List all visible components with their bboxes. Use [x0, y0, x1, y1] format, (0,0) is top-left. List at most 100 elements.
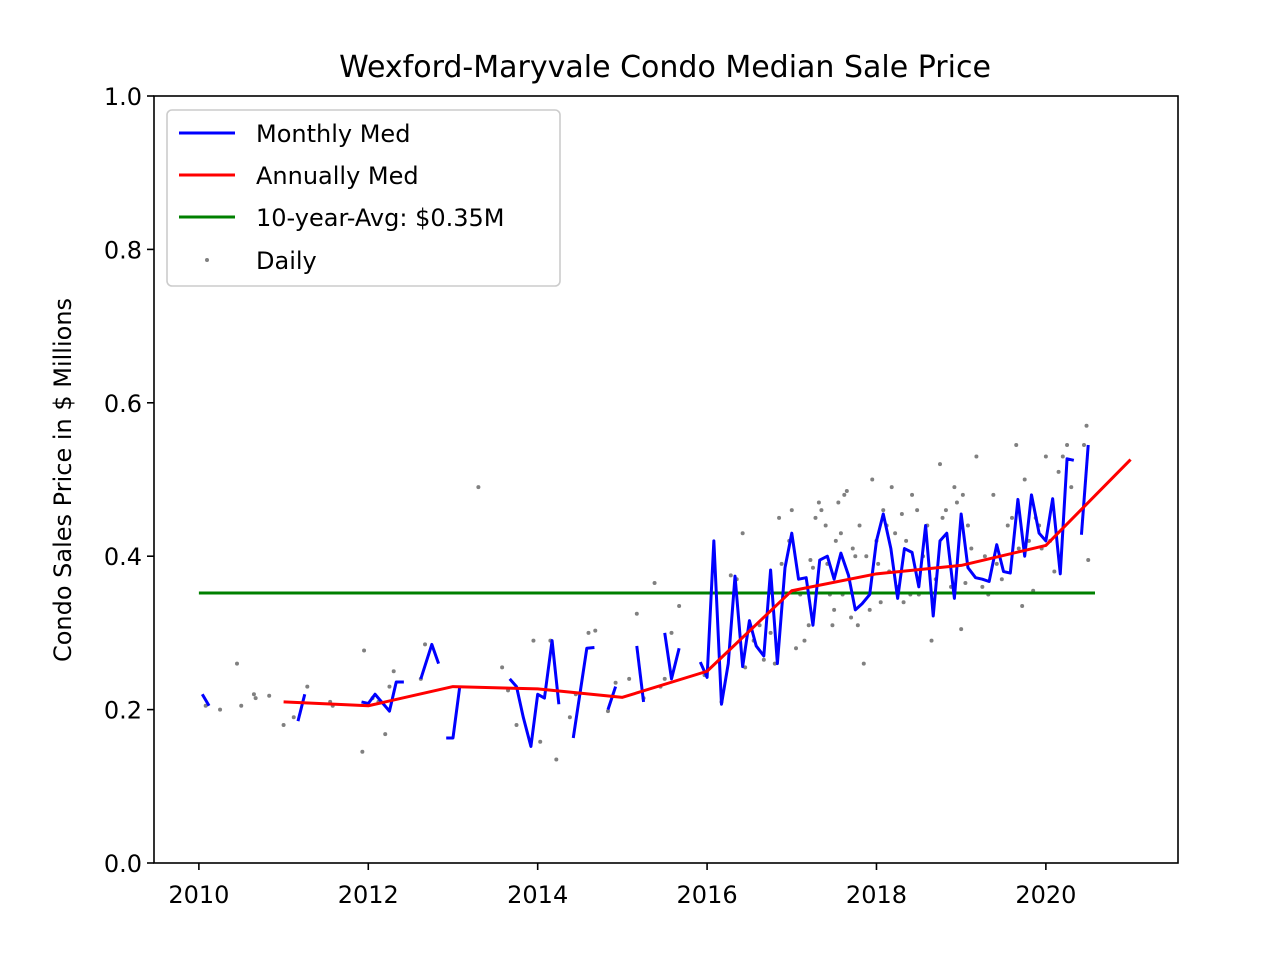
daily-point: [362, 648, 367, 653]
daily-point: [652, 581, 657, 586]
daily-point: [940, 515, 945, 520]
monthly-line-segment: [663, 632, 681, 681]
daily-point: [305, 684, 310, 689]
daily-point: [810, 565, 815, 570]
daily-point: [867, 607, 872, 612]
daily-point: [980, 584, 985, 589]
x-tick-label: 2020: [1015, 881, 1076, 909]
daily-point: [677, 604, 682, 609]
daily-point: [251, 692, 256, 697]
daily-point: [819, 508, 824, 513]
daily-point: [291, 715, 296, 720]
y-tick-label: 0.6: [104, 390, 142, 418]
daily-point: [794, 646, 799, 651]
legend: Monthly Med Annually Med 10-year-Avg: $0.3…: [166, 109, 561, 287]
y-axis-label: Condo Sales Price in $ Millions: [49, 298, 77, 662]
daily-point: [816, 500, 821, 505]
daily-point: [634, 611, 639, 616]
daily-point: [538, 739, 543, 744]
x-tick-label: 2014: [507, 881, 568, 909]
daily-scatter-series: [203, 423, 1091, 762]
daily-point: [1052, 569, 1057, 574]
daily-point: [1056, 469, 1061, 474]
daily-point: [267, 693, 272, 698]
y-tick-label: 1.0: [104, 83, 142, 111]
daily-point: [802, 638, 807, 643]
daily-point: [253, 696, 258, 701]
daily-point: [999, 577, 1004, 582]
x-axis-ticks: 2010 2012 2014 2016 2018 2020: [168, 863, 1076, 909]
daily-point: [960, 492, 965, 497]
daily-point: [969, 546, 974, 551]
daily-point: [567, 715, 572, 720]
daily-point: [853, 554, 858, 559]
daily-point: [870, 477, 875, 482]
daily-point: [423, 642, 428, 647]
daily-point: [1081, 442, 1086, 447]
daily-point: [861, 661, 866, 666]
daily-point: [878, 600, 883, 605]
monthly-line-segment: [419, 642, 441, 680]
daily-point: [360, 749, 365, 754]
daily-point: [203, 703, 208, 708]
daily-point: [838, 531, 843, 536]
daily-point: [904, 538, 909, 543]
daily-point: [1043, 454, 1048, 459]
daily-point: [1022, 477, 1027, 482]
daily-point: [842, 492, 847, 497]
daily-point: [963, 581, 968, 586]
x-tick-label: 2018: [846, 881, 907, 909]
daily-point: [1020, 604, 1025, 609]
daily-point: [850, 546, 855, 551]
daily-point: [806, 623, 811, 628]
daily-point: [662, 676, 667, 681]
daily-point: [813, 515, 818, 520]
monthly-line-segment: [200, 693, 211, 707]
x-tick-label: 2012: [338, 881, 399, 909]
daily-point: [1084, 423, 1089, 428]
daily-point: [938, 462, 942, 467]
legend-label: 10-year-Avg: $0.35M: [256, 204, 505, 232]
monthly-line-segment: [508, 639, 561, 748]
daily-point: [994, 561, 999, 566]
daily-point: [855, 623, 860, 628]
daily-point: [627, 676, 632, 681]
legend-frame: [166, 109, 561, 287]
daily-point: [740, 531, 745, 536]
daily-point: [833, 538, 838, 543]
daily-point: [857, 523, 862, 528]
daily-point: [554, 757, 559, 762]
daily-point: [959, 627, 964, 632]
daily-point: [876, 561, 881, 566]
x-tick-label: 2016: [677, 881, 738, 909]
daily-point: [830, 623, 835, 628]
daily-point: [476, 485, 481, 490]
daily-point: [531, 638, 536, 643]
daily-point: [881, 508, 886, 513]
monthly-line-segment: [1079, 444, 1090, 535]
daily-point: [899, 512, 904, 517]
daily-point: [943, 508, 948, 513]
daily-point: [669, 630, 674, 635]
daily-point: [235, 661, 239, 666]
y-tick-label: 0.0: [104, 850, 142, 878]
legend-swatch-dot: [205, 258, 209, 262]
y-tick-label: 0.2: [104, 697, 142, 725]
annual-line: [283, 458, 1132, 708]
monthly-line-segment: [296, 693, 307, 722]
daily-point: [910, 492, 915, 497]
legend-label: Annually Med: [256, 162, 419, 190]
daily-point: [761, 657, 766, 662]
daily-point: [391, 669, 396, 674]
daily-point: [586, 630, 591, 635]
daily-point: [864, 554, 869, 559]
daily-point: [901, 600, 906, 605]
daily-point: [849, 615, 854, 620]
daily-point: [613, 680, 618, 685]
daily-point: [1069, 485, 1074, 490]
daily-point: [893, 531, 898, 536]
daily-point: [952, 485, 957, 490]
monthly-line-segment: [446, 686, 462, 740]
